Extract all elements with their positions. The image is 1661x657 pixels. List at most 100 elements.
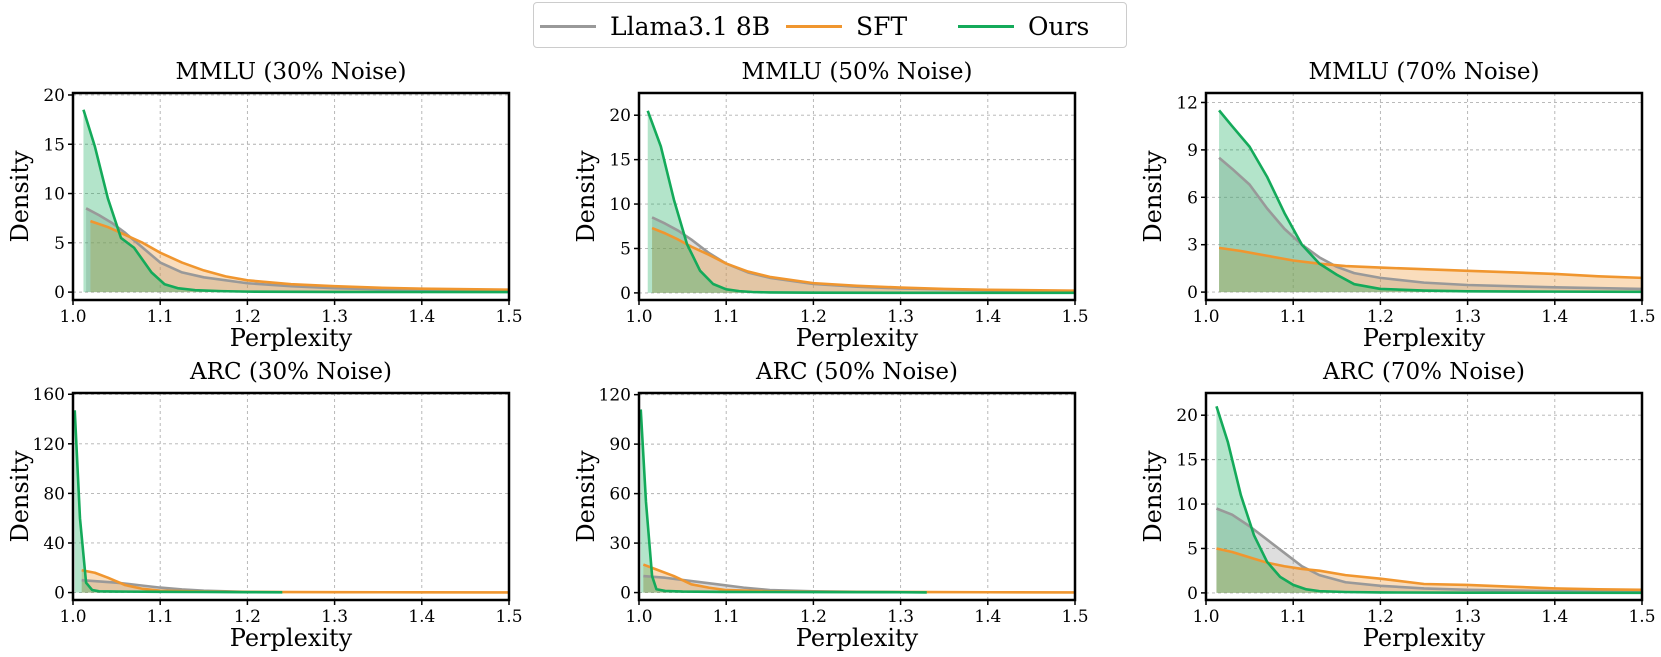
axes-frame [71, 391, 511, 602]
x-tick-label: 1.5 [1628, 307, 1655, 327]
x-axis-label: Perplexity [796, 324, 919, 352]
chart-title: ARC (50% Noise) [755, 359, 958, 385]
y-tick-label: 120 [599, 386, 631, 406]
x-tick-label: 1.4 [408, 307, 435, 327]
x-tick-label: 1.1 [147, 307, 174, 327]
y-tick-label: 0 [620, 584, 631, 604]
legend-item-ours: Ours [958, 3, 1089, 49]
area-sft [1216, 548, 1642, 593]
line-ours [1218, 109, 1642, 294]
plot-area [1218, 109, 1642, 294]
y-tick-label: 6 [1187, 188, 1198, 208]
y-tick-label: 12 [1176, 93, 1198, 113]
x-tick-label: 1.4 [974, 307, 1001, 327]
x-tick-label: 1.3 [1454, 307, 1481, 327]
line-ours [639, 409, 927, 594]
area-ours [1219, 110, 1642, 293]
y-tick-label: 20 [1176, 406, 1198, 426]
line-llama3-1-8b [85, 207, 509, 292]
legend-swatch-sft [786, 24, 842, 28]
line-sft [81, 568, 509, 594]
area-llama3-1-8b [652, 217, 1075, 293]
y-tick-label: 5 [54, 234, 65, 254]
plot-area [646, 110, 1075, 295]
x-tick-label: 1.2 [234, 607, 261, 627]
x-tick-label: 1.2 [800, 307, 827, 327]
x-tick-label: 1.1 [1280, 307, 1307, 327]
legend-label-ours: Ours [1028, 11, 1090, 41]
x-tick-label: 1.1 [147, 607, 174, 627]
axes-frame [1204, 391, 1644, 602]
x-tick-label: 1.5 [1628, 607, 1655, 627]
area-ours [1216, 406, 1642, 593]
x-tick-label: 1.1 [1280, 607, 1307, 627]
chart-title: MMLU (30% Noise) [176, 59, 407, 85]
x-axis-label: Perplexity [796, 624, 919, 652]
y-tick-label: 0 [54, 584, 65, 604]
x-axis-label: Perplexity [1363, 324, 1486, 352]
legend-label-llama: Llama3.1 8B [610, 11, 771, 41]
area-llama3-1-8b [81, 580, 283, 593]
y-tick-label: 3 [1187, 236, 1198, 256]
area-ours [83, 109, 509, 293]
area-llama3-1-8b [1216, 508, 1642, 593]
subplot-6: 1.0 1.1 1.2 1.3 1.4 1.5 0 5 10 15 20 ARC (70% Noise… [1139, 359, 1656, 652]
line-ours [73, 410, 283, 594]
line-llama3-1-8b [1215, 507, 1642, 594]
x-axis-label: Perplexity [1363, 624, 1486, 652]
y-tick-label: 0 [54, 283, 65, 303]
y-tick-label: 10 [609, 195, 631, 215]
y-axis-label: Density [1139, 450, 1167, 543]
x-tick-label: 1.1 [713, 307, 740, 327]
plot-area [639, 409, 1075, 594]
subplot-4: 1.0 1.1 1.2 1.3 1.4 1.5 0 40 80 120 160 ARC (30% No… [6, 359, 523, 652]
x-tick-label: 1.2 [1367, 307, 1394, 327]
y-tick-label: 15 [43, 135, 65, 155]
line-llama3-1-8b [1218, 156, 1642, 291]
legend-item-llama: Llama3.1 8B [540, 3, 770, 49]
legend-label-sft: SFT [856, 11, 908, 41]
x-tick-label: 1.0 [625, 607, 652, 627]
y-tick-label: 0 [620, 284, 631, 304]
y-tick-label: 10 [1176, 495, 1198, 515]
y-tick-label: 160 [33, 385, 65, 405]
x-tick-label: 1.5 [495, 307, 522, 327]
axes-frame [71, 91, 511, 302]
x-axis-label: Perplexity [230, 624, 353, 652]
x-tick-label: 1.5 [1061, 607, 1088, 627]
line-sft [651, 226, 1075, 292]
y-tick-label: 9 [1187, 141, 1198, 161]
x-tick-label: 1.4 [974, 607, 1001, 627]
x-tick-label: 1.2 [234, 307, 261, 327]
legend-item-sft: SFT [786, 3, 907, 49]
x-tick-label: 1.0 [1192, 607, 1219, 627]
y-tick-label: 20 [609, 106, 631, 126]
y-tick-label: 0 [1187, 584, 1198, 604]
y-tick-label: 120 [33, 435, 65, 455]
subplot-3: 1.0 1.1 1.2 1.3 1.4 1.5 0 3 6 9 12 MMLU (70% Noise)… [1139, 59, 1656, 352]
x-tick-label: 1.0 [59, 307, 86, 327]
legend: Llama3.1 8B SFT Ours [533, 2, 1127, 48]
x-tick-label: 1.3 [321, 307, 348, 327]
y-tick-label: 15 [609, 151, 631, 171]
y-tick-label: 5 [620, 239, 631, 259]
y-axis-label: Density [6, 150, 34, 243]
y-tick-label: 40 [43, 534, 65, 554]
line-ours [646, 110, 1075, 295]
legend-swatch-ours [958, 24, 1014, 28]
plot-area [82, 109, 509, 294]
area-llama3-1-8b [86, 208, 509, 293]
x-tick-label: 1.3 [887, 307, 914, 327]
y-axis-label: Density [6, 450, 34, 543]
subplot-1: 1.0 1.1 1.2 1.3 1.4 1.5 0 5 10 15 20 MMLU (30% Nois… [6, 59, 523, 352]
y-tick-label: 30 [609, 534, 631, 554]
subplot-2: 1.0 1.1 1.2 1.3 1.4 1.5 0 5 10 15 20 MMLU (50% Nois… [572, 59, 1089, 352]
chart-title: ARC (30% Noise) [189, 359, 392, 385]
legend-swatch-llama [540, 24, 596, 28]
y-tick-label: 15 [1176, 451, 1198, 471]
x-tick-label: 1.5 [1061, 307, 1088, 327]
x-tick-label: 1.2 [1367, 607, 1394, 627]
subplot-5: 1.0 1.1 1.2 1.3 1.4 1.5 0 30 60 90 120 ARC (50% Noi… [572, 359, 1089, 652]
plot-area [1215, 405, 1642, 595]
